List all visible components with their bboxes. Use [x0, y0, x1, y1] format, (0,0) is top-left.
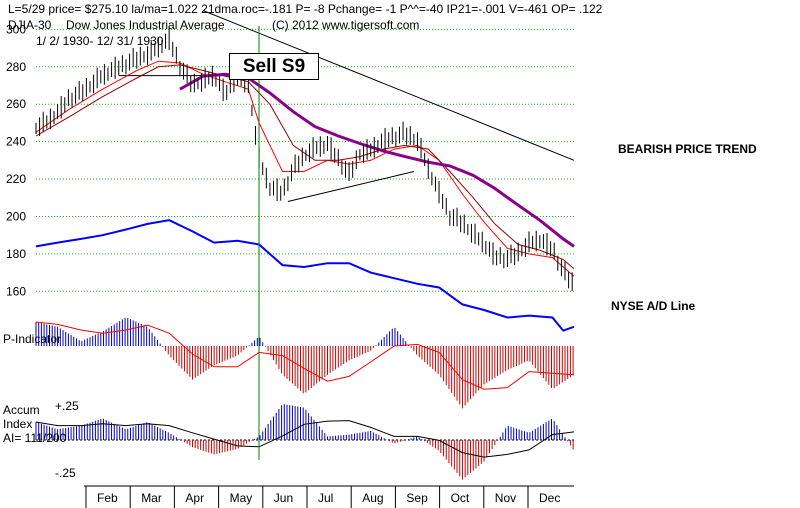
accum-index-panel — [35, 404, 575, 480]
accum-top-tick: +.25 — [55, 399, 79, 413]
y-tick-label: 280 — [6, 60, 26, 74]
date-range: 1/ 2/ 1930- 12/ 31/ 1930 — [36, 34, 164, 48]
x-tick-label: Dec — [539, 491, 560, 505]
x-tick-label: May — [230, 491, 253, 505]
copyright: (C) 2012 www.tigersoft.com — [272, 18, 420, 32]
x-tick-label: Nov — [495, 491, 516, 505]
y-tick-label: 200 — [6, 209, 26, 223]
y-tick-label: 300 — [6, 22, 26, 36]
index-name: Dow Jones Industrial Average — [66, 18, 225, 32]
x-tick-label: Mar — [141, 491, 162, 505]
medium-ma-line — [35, 64, 575, 270]
price-bars — [35, 27, 573, 291]
trendlines — [118, 10, 575, 202]
sell-s9-label: Sell S9 — [229, 53, 319, 80]
p-indicator-panel — [35, 317, 575, 409]
x-tick-label: Aug — [362, 491, 383, 505]
accum-ma — [35, 420, 575, 458]
ad-line — [35, 219, 575, 332]
y-tick-label: 240 — [6, 135, 26, 149]
short-ma-line — [35, 60, 575, 277]
y-tick-label: 220 — [6, 172, 26, 186]
stats-line: L=5/29 price= $275.10 la/ma=1.022 21dma.… — [8, 2, 603, 16]
y-tick-label: 160 — [6, 284, 26, 298]
y-tick-label: 260 — [6, 97, 26, 111]
base-trendline — [287, 171, 414, 202]
x-tick-label: Jul — [318, 491, 333, 505]
x-tick-label: Sep — [406, 491, 428, 505]
x-tick-label: Oct — [451, 491, 470, 505]
price-axis-ticks: 300 280 260 240 220 200 180 160 — [6, 22, 26, 298]
price-series — [35, 60, 575, 332]
accum-bottom-tick: -.25 — [55, 466, 76, 480]
accum-label: Accum — [3, 403, 40, 417]
p-indicator-label: P-Indicator — [3, 332, 62, 346]
ticker: DJIA-30 — [8, 18, 52, 32]
ad-line-label: NYSE A/D Line — [611, 299, 696, 313]
y-tick-label: 180 — [6, 247, 26, 261]
trend-label: BEARISH PRICE TREND — [618, 142, 757, 156]
ai-label: AI= 111/200 — [3, 431, 67, 445]
x-tick-label: Apr — [185, 491, 204, 505]
long-ma-line — [179, 72, 575, 248]
index-label: Index — [3, 417, 33, 431]
x-tick-label: Feb — [97, 491, 118, 505]
x-tick-label: Jun — [274, 491, 293, 505]
x-axis: Feb Mar Apr May Jun Jul Aug Sep Oct Nov Dec — [84, 485, 574, 508]
down-trendline — [203, 10, 575, 161]
p-indicator-ma — [35, 321, 575, 390]
